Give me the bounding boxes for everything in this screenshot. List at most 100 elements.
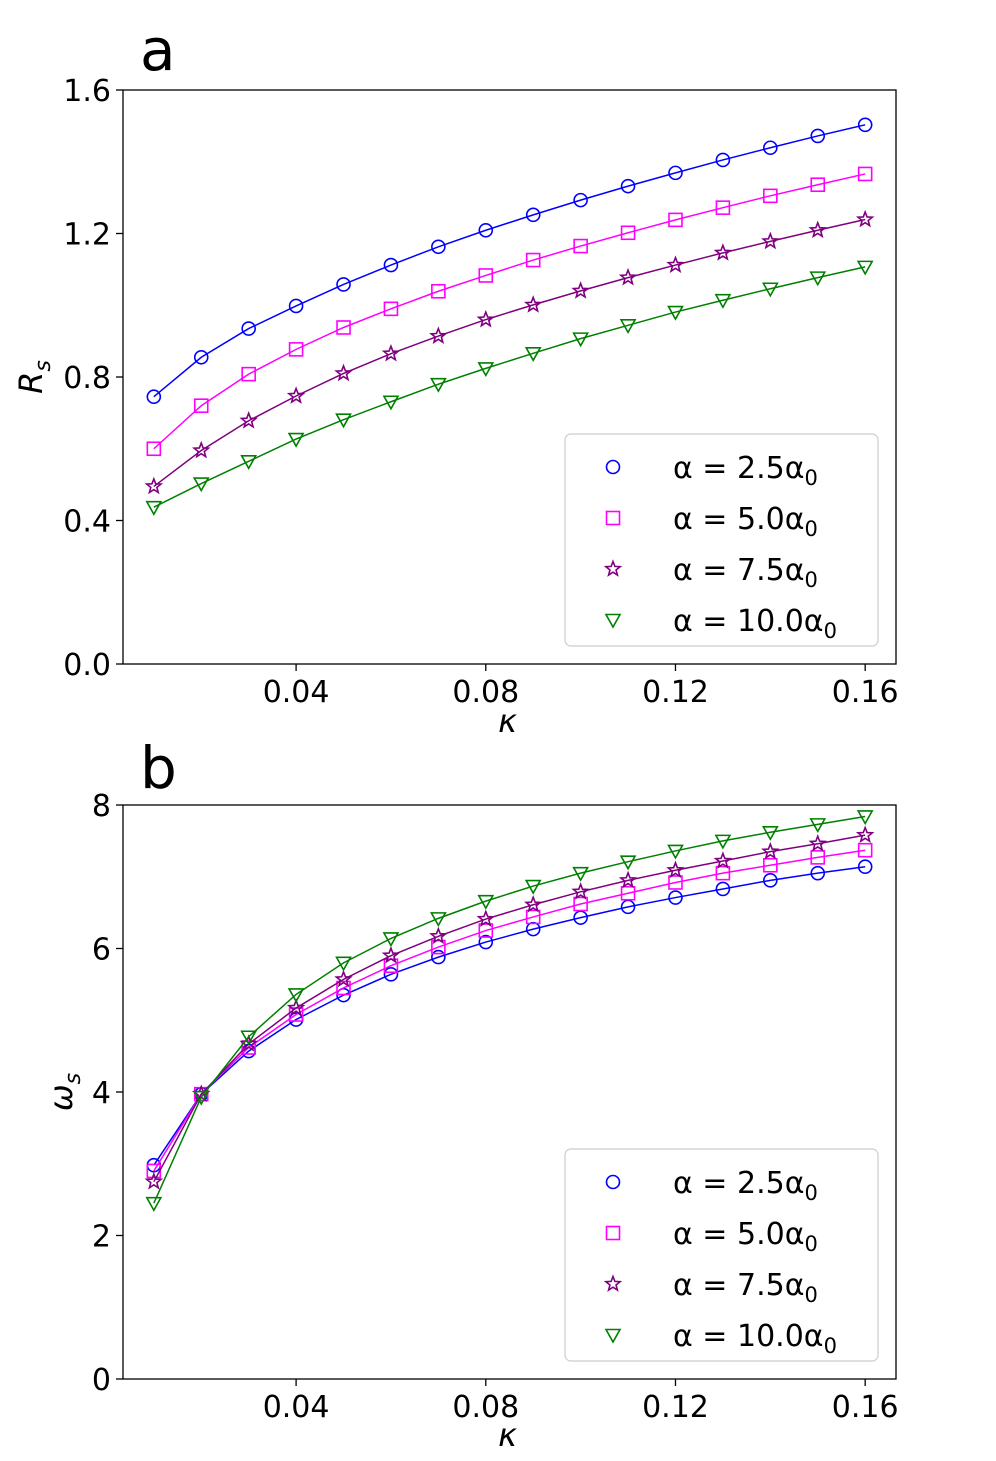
series-4 [145,260,874,516]
data-point [431,949,446,965]
data-point [191,440,211,459]
data-point [383,967,399,982]
data-point [809,818,827,834]
data-point [761,841,780,860]
data-point [855,825,875,844]
data-point [857,117,873,133]
data-point [193,398,209,414]
chart-panel-b: b 0.04 0.08 0.12 0.16 0 2 4 6 8 κ ωs α = 2.5α0 α = 5.… [42,734,899,1454]
data-point [715,152,731,168]
data-point [524,347,542,362]
data-point [715,881,731,897]
data-point [619,319,637,334]
x-tick-label: 0.04 [263,1390,330,1425]
data-point [478,923,494,938]
legend-entry: α = 7.5α0 [673,1268,818,1307]
data-point [810,865,826,881]
data-point [763,188,778,204]
data-point [808,220,828,239]
x-tick-label: 0.08 [452,1390,519,1425]
y-tick-label: 1.2 [63,218,111,253]
legend-box [564,433,879,647]
data-point [430,377,447,393]
data-point [619,855,637,871]
data-point [429,326,448,344]
data-point [336,980,351,996]
data-point [239,411,258,429]
y-tick-label: 1.6 [63,74,111,109]
data-point [477,362,495,378]
data-point [763,857,778,873]
data-point [193,349,209,365]
data-point [525,921,541,937]
data-point [146,389,162,405]
data-point [240,1030,258,1046]
legend-marker [603,1274,623,1292]
data-point [240,455,258,470]
data-point [666,255,685,273]
data-point [145,500,163,516]
data-point [573,192,588,208]
data-point [715,200,731,215]
data-point [620,885,636,901]
legend-marker [603,559,623,577]
data-point [381,945,401,964]
y-tick-label: 8 [92,789,111,824]
data-point [620,178,636,194]
x-tick-label: 0.16 [832,675,899,710]
series-line [153,124,866,398]
data-point [572,332,589,348]
data-point [241,321,256,336]
data-point [618,267,638,286]
data-point [666,860,685,879]
data-point [288,342,304,357]
data-point [192,1090,210,1106]
data-point [668,165,683,181]
series-line [153,173,866,450]
data-point [431,283,446,299]
legend-marker [605,1225,621,1241]
data-point [715,865,731,881]
data-point [382,395,400,411]
data-point [808,834,828,852]
y-axis-label: Rs [12,360,56,394]
data-point [476,909,496,927]
data-point [287,432,305,448]
data-point [761,231,780,250]
data-point [761,282,779,298]
data-point [668,890,683,905]
y-tick-label: 0.0 [63,648,111,683]
x-tick-label: 0.12 [642,675,709,710]
data-point [713,851,733,869]
x-tick-label: 0.04 [263,675,330,710]
data-point [192,477,210,493]
data-point [429,926,448,945]
data-point [571,882,590,900]
data-point [810,850,826,865]
data-point [714,293,732,309]
x-axis-label: κ [498,1416,517,1454]
data-point [431,239,446,255]
data-point [431,939,446,955]
data-point [572,866,589,882]
data-point [524,879,542,895]
y-tick-label: 0 [92,1363,111,1398]
data-point [430,912,447,928]
series-line [153,266,866,508]
data-point [668,212,683,228]
data-point [857,166,873,182]
series-line [153,849,866,1172]
legend-marker [604,613,622,629]
data-point [761,825,779,841]
data-point [336,277,351,292]
y-tick-label: 0.8 [63,361,111,396]
data-point [525,252,541,268]
legend-box [564,1148,879,1362]
y-tick-label: 2 [92,1220,111,1255]
legend-entry: α = 2.5α0 [673,1166,818,1205]
data-point [857,842,873,858]
data-point [288,298,304,314]
x-axis-label: κ [498,702,517,740]
x-tick-label: 0.12 [642,1390,709,1425]
x-tick-label: 0.16 [832,1390,899,1425]
